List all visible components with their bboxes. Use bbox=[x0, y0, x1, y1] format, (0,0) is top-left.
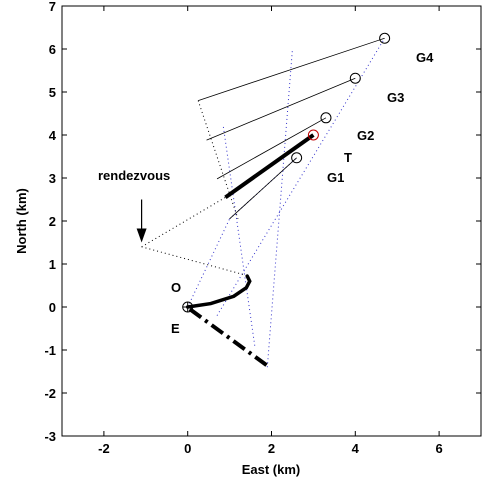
y-tick-label: 4 bbox=[49, 128, 57, 143]
label-g2: G2 bbox=[357, 128, 374, 143]
thin-line bbox=[198, 37, 385, 101]
x-tick-label: 4 bbox=[352, 441, 360, 456]
marker-g1 bbox=[291, 152, 303, 164]
y-tick-label: -1 bbox=[44, 343, 56, 358]
y-tick-label: -3 bbox=[44, 429, 56, 444]
label-t: T bbox=[344, 150, 352, 165]
dotted-black-line bbox=[141, 196, 226, 248]
x-tick-label: -2 bbox=[98, 441, 110, 456]
marker-g2 bbox=[320, 112, 332, 124]
dotted-blue-line bbox=[266, 48, 293, 368]
y-tick-label: 7 bbox=[49, 0, 56, 14]
trajectory-curve bbox=[185, 274, 252, 309]
y-tick-label: 0 bbox=[49, 300, 56, 315]
label-o: O bbox=[171, 280, 181, 295]
thick-dashdot-line bbox=[188, 307, 271, 369]
dotted-black-line bbox=[141, 246, 245, 276]
label-g3: G3 bbox=[387, 90, 404, 105]
marker-t bbox=[307, 129, 319, 141]
label-g1: G1 bbox=[327, 170, 344, 185]
y-tick-label: -2 bbox=[44, 386, 56, 401]
label-g4: G4 bbox=[416, 50, 434, 65]
dotted-black-line bbox=[197, 100, 239, 220]
label-e: E bbox=[171, 321, 180, 336]
y-tick-label: 5 bbox=[49, 85, 56, 100]
dotted-blue-line bbox=[222, 126, 256, 346]
y-axis-title: North (km) bbox=[14, 188, 29, 254]
thick-solid-line bbox=[224, 133, 315, 199]
dotted-blue-line bbox=[187, 218, 231, 308]
plot-area bbox=[141, 32, 391, 369]
thin-line bbox=[216, 117, 327, 180]
thin-line bbox=[229, 157, 297, 220]
x-tick-label: 2 bbox=[268, 441, 275, 456]
x-tick-label: 0 bbox=[184, 441, 191, 456]
y-tick-label: 1 bbox=[49, 257, 56, 272]
y-tick-label: 3 bbox=[49, 171, 56, 186]
axes: -2 0 2 4 6 -3 -2 -1 0 1 2 3 4 5 6 7 bbox=[44, 0, 482, 456]
rendezvous-arrow-head bbox=[136, 228, 147, 243]
y-tick-label: 6 bbox=[49, 42, 56, 57]
marker-g3 bbox=[349, 72, 361, 84]
x-axis-title: East (km) bbox=[242, 462, 301, 477]
y-tick-label: 2 bbox=[49, 214, 56, 229]
label-rendezvous: rendezvous bbox=[98, 168, 170, 183]
thin-line bbox=[206, 77, 356, 141]
axes-frame bbox=[61, 5, 482, 437]
marker-g4 bbox=[379, 32, 391, 44]
x-tick-label: 6 bbox=[435, 441, 442, 456]
